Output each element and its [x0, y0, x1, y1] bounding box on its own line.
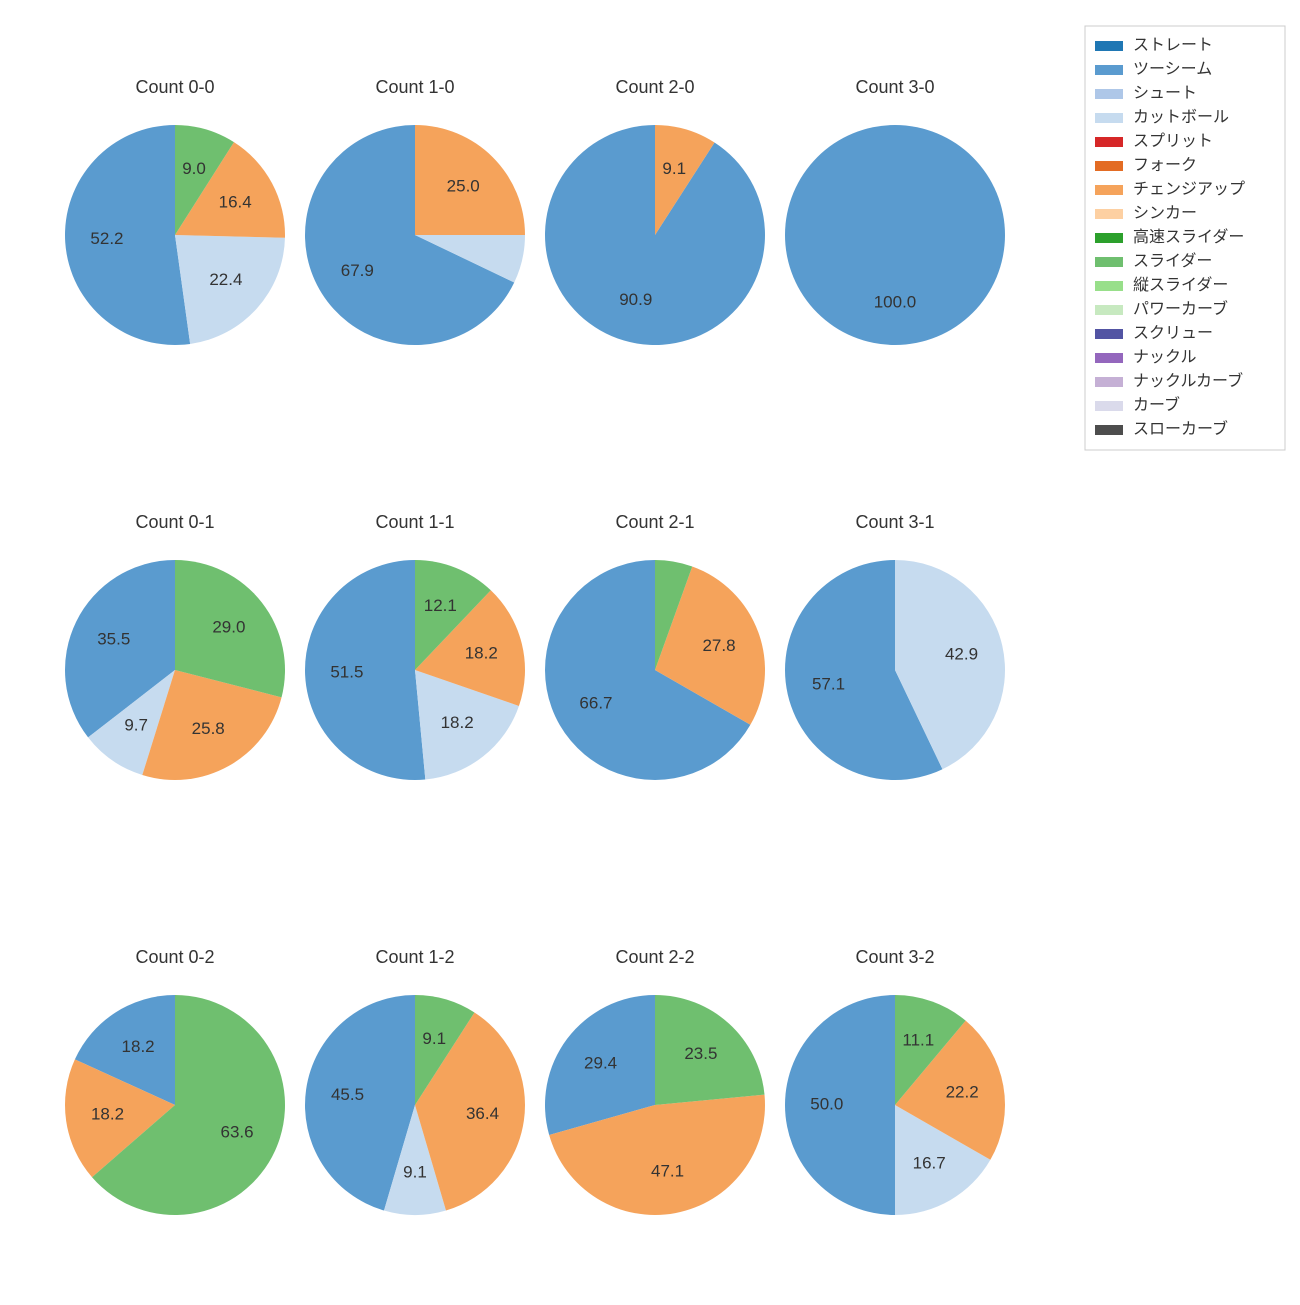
pie-slice-label: 9.1 [422, 1029, 446, 1048]
pie-slice-label: 25.0 [447, 176, 480, 195]
pie-title: Count 0-2 [135, 947, 214, 967]
pie-slice-label: 22.2 [946, 1083, 979, 1102]
legend-label: スライダー [1133, 252, 1212, 270]
pie-title: Count 1-0 [375, 77, 454, 97]
pie-slice-label: 18.2 [441, 713, 474, 732]
pie-slice-label: 11.1 [902, 1030, 934, 1049]
legend-label: フォーク [1133, 156, 1197, 174]
legend-label: カーブ [1133, 395, 1180, 414]
legend-swatch [1095, 209, 1123, 219]
pie-slice [175, 235, 285, 344]
pie-slice-label: 67.9 [341, 261, 374, 280]
legend-swatch [1095, 113, 1123, 123]
pie-slice [785, 125, 1005, 345]
pie-slice-label: 45.5 [331, 1085, 364, 1104]
pie-slice-label: 51.5 [330, 663, 363, 682]
pie-title: Count 3-2 [855, 947, 934, 967]
legend-label: シンカー [1133, 205, 1197, 222]
legend-label: ナックル [1133, 348, 1197, 366]
legend: ストレートツーシームシュートカットボールスプリットフォークチェンジアップシンカー… [1085, 26, 1285, 450]
pie-slice-label: 22.4 [209, 270, 242, 289]
pie-slice-label: 42.9 [945, 644, 978, 663]
pie-slice-label: 36.4 [466, 1104, 499, 1123]
chart-svg: Count 0-0 52.2 22.4 16.4 9.0 Count 1-0 67.9 25.… [0, 0, 1300, 1300]
legend-swatch [1095, 161, 1123, 171]
pie-slice-label: 90.9 [619, 290, 652, 309]
pie-slice-label: 57.1 [812, 675, 845, 694]
pie-title: Count 3-0 [855, 77, 934, 97]
pie-slice-label: 27.8 [702, 636, 735, 655]
legend-swatch [1095, 329, 1123, 339]
legend-swatch [1095, 185, 1123, 195]
legend-swatch [1095, 89, 1123, 99]
chart-grid: Count 0-0 52.2 22.4 16.4 9.0 Count 1-0 67.9 25.… [0, 0, 1300, 1300]
pie-slice-label: 12.1 [424, 596, 457, 615]
pie-slice-label: 18.2 [465, 643, 498, 662]
pie-slice-label: 63.6 [221, 1123, 254, 1142]
pie-slice-label: 47.1 [651, 1162, 684, 1181]
legend-label: チェンジアップ [1133, 180, 1245, 198]
pie-title: Count 1-1 [375, 512, 454, 532]
pie-slice-label: 35.5 [97, 629, 130, 648]
legend-label: 高速スライダー [1133, 228, 1244, 246]
legend-swatch [1095, 377, 1123, 387]
legend-label: ツーシーム [1133, 61, 1212, 78]
pie-slice-label: 9.1 [662, 159, 686, 178]
legend-label: カットボール [1133, 108, 1229, 126]
pie-title: Count 2-2 [615, 947, 694, 967]
pie-slice [305, 560, 425, 780]
pie-title: Count 2-1 [615, 512, 694, 532]
pie-slice-label: 9.1 [403, 1163, 427, 1182]
legend-swatch [1095, 425, 1123, 435]
pie-title: Count 2-0 [615, 77, 694, 97]
legend-swatch [1095, 233, 1123, 243]
legend-swatch [1095, 281, 1123, 291]
legend-label: パワーカーブ [1133, 299, 1228, 318]
legend-label: スクリュー [1133, 324, 1213, 342]
pie-slice-label: 23.5 [684, 1044, 717, 1063]
pie-title: Count 3-1 [855, 512, 934, 532]
pie-slice-label: 25.8 [192, 719, 225, 738]
legend-label: 縦スライダー [1133, 276, 1228, 294]
pie-slice-label: 66.7 [579, 694, 612, 713]
pie-slice-label: 16.7 [913, 1154, 946, 1173]
pie-title: Count 0-0 [135, 77, 214, 97]
pie-title: Count 0-1 [135, 512, 214, 532]
pie-slice-label: 9.7 [124, 716, 148, 735]
legend-label: スローカーブ [1133, 419, 1228, 438]
pie-slice-label: 29.0 [212, 618, 245, 637]
pie-slice-label: 52.2 [90, 229, 123, 248]
pie-slice-label: 18.2 [91, 1104, 124, 1123]
legend-swatch [1095, 41, 1123, 51]
pie-slice-label: 9.0 [182, 159, 206, 178]
legend-swatch [1095, 305, 1123, 315]
legend-label: スプリット [1133, 132, 1213, 150]
legend-swatch [1095, 257, 1123, 267]
legend-label: シュート [1133, 85, 1197, 102]
pie-slice-label: 29.4 [584, 1053, 617, 1072]
legend-label: ストレート [1133, 37, 1213, 54]
legend-swatch [1095, 353, 1123, 363]
pie-slice-label: 18.2 [122, 1037, 155, 1056]
pie-title: Count 1-2 [375, 947, 454, 967]
pie-slice [65, 125, 190, 345]
legend-swatch [1095, 65, 1123, 75]
pie-slice-label: 100.0 [874, 293, 917, 312]
legend-label: ナックルカーブ [1133, 371, 1243, 390]
pie-slice-label: 50.0 [810, 1094, 843, 1113]
legend-swatch [1095, 401, 1123, 411]
pie-slice-label: 16.4 [219, 192, 252, 211]
legend-swatch [1095, 137, 1123, 147]
